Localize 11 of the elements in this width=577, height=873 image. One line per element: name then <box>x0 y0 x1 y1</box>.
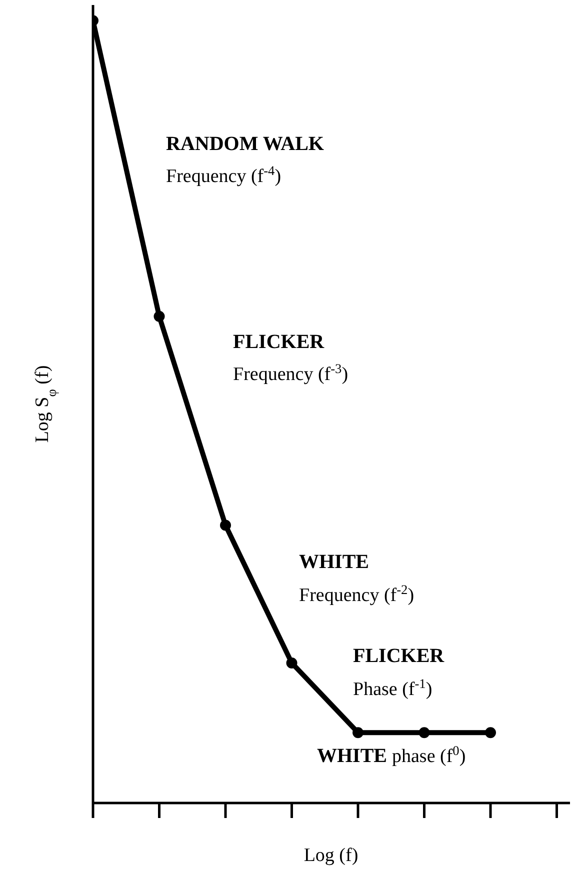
annotation: Frequency (f$^{-4}$) <box>166 162 282 187</box>
annotation: Phase (f$^{-1}$) <box>353 676 432 700</box>
annotation: FLICKER <box>233 331 325 353</box>
annotation: Frequency (f$^{-3}$) <box>233 360 348 385</box>
annotation: phase (f$^{0}$) <box>392 742 466 767</box>
annotation: Frequency (f$^{-2}$) <box>299 582 414 606</box>
x-axis-title: Log (f) <box>304 845 358 866</box>
annotation: WHITE <box>317 745 388 767</box>
annotation: RANDOM WALK <box>166 133 324 155</box>
annotation: FLICKER <box>353 645 445 667</box>
annotation: WHITE <box>299 551 370 573</box>
